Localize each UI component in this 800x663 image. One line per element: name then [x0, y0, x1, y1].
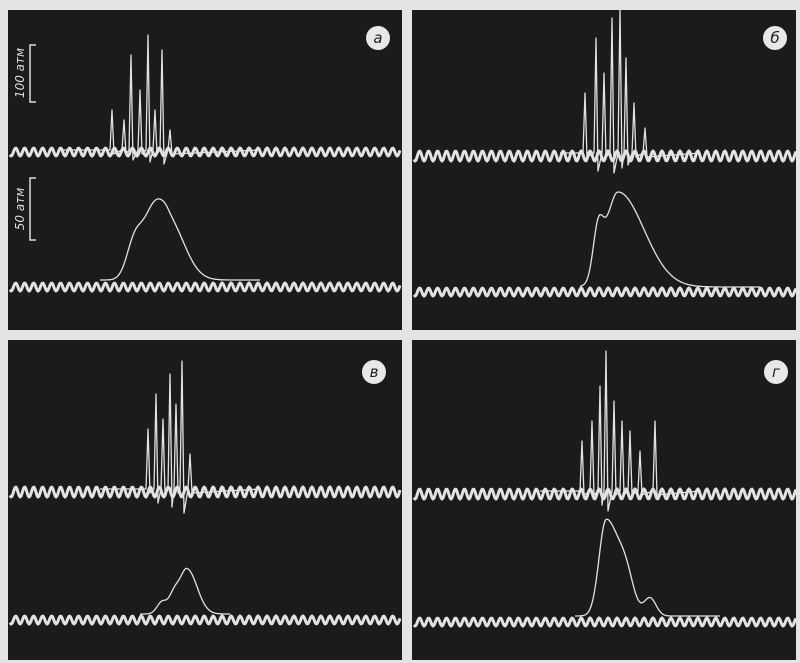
pressure-trace: [100, 198, 260, 281]
pressure-trace: [560, 7, 701, 174]
pressure-trace: [140, 567, 230, 615]
panel-c: [8, 340, 402, 660]
panel-badge: [763, 26, 787, 50]
scale-bracket: [29, 177, 36, 241]
panel-badge: [764, 360, 788, 384]
timing-wave: [8, 485, 402, 499]
timing-wave: [412, 616, 798, 628]
panel-badge: [366, 26, 390, 50]
timing-wave: [412, 286, 798, 298]
panel-label: г: [772, 363, 780, 381]
panel-label: в: [370, 363, 379, 381]
scale-label: 50 атм: [13, 188, 27, 230]
panel-a: [8, 10, 402, 330]
panel-b: [412, 10, 796, 330]
pressure-trace: [60, 34, 261, 165]
scale-bracket: [29, 44, 36, 103]
panel-label: б: [770, 29, 779, 47]
timing-wave: [412, 487, 798, 501]
scale-label: 100 атм: [13, 48, 27, 98]
panel-badge: [362, 360, 386, 384]
pressure-trace: [579, 191, 760, 288]
pressure-trace: [540, 350, 701, 512]
pressure-trace: [100, 360, 261, 514]
panel-label: а: [373, 29, 382, 47]
timing-wave: [8, 614, 402, 626]
pressure-trace: [575, 518, 720, 617]
traces: [8, 7, 798, 628]
timing-wave: [8, 281, 402, 293]
timing-wave: [8, 146, 402, 158]
timing-wave: [412, 149, 798, 163]
